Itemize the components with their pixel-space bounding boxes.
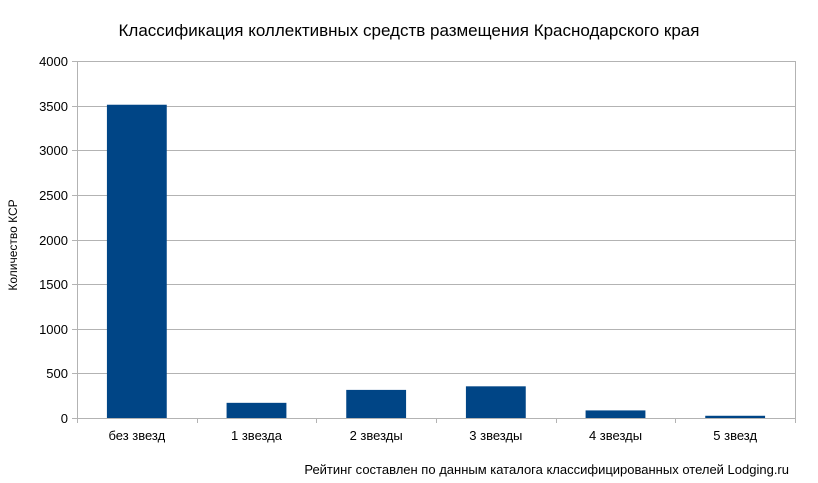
y-tick-label: 500 bbox=[46, 366, 68, 381]
chart-title: Классификация коллективных средств разме… bbox=[119, 21, 700, 40]
gridlines bbox=[77, 61, 795, 419]
axes bbox=[77, 61, 796, 419]
x-tick-label: без звезд bbox=[108, 428, 165, 443]
y-tick-label: 0 bbox=[61, 411, 68, 426]
bar bbox=[585, 410, 646, 418]
x-tick-label: 4 звезды bbox=[589, 428, 642, 443]
x-tick-label: 3 звезды bbox=[469, 428, 522, 443]
y-tick-label: 3500 bbox=[39, 99, 68, 114]
bar bbox=[346, 389, 407, 418]
y-tick-label: 4000 bbox=[39, 54, 68, 69]
bar bbox=[106, 104, 167, 418]
y-tick-label: 1500 bbox=[39, 277, 68, 292]
y-tick-label: 2000 bbox=[39, 233, 68, 248]
x-tick-label: 2 звезды bbox=[350, 428, 403, 443]
bars bbox=[106, 104, 766, 418]
y-tick-label: 3000 bbox=[39, 143, 68, 158]
bar bbox=[226, 402, 287, 418]
x-tick-label: 5 звезд bbox=[713, 428, 757, 443]
y-tick-label: 1000 bbox=[39, 322, 68, 337]
y-tick-label: 2500 bbox=[39, 188, 68, 203]
source-note: Рейтинг составлен по данным каталога кла… bbox=[304, 462, 789, 477]
bar bbox=[705, 415, 766, 418]
y-axis-label: Количество КСР bbox=[6, 199, 20, 290]
bar bbox=[465, 386, 526, 418]
x-tick-label: 1 звезда bbox=[231, 428, 283, 443]
y-axis-ticks: 0 500 1000 1500 2000 2500 3000 3500 4000 bbox=[39, 54, 77, 426]
x-axis-ticks: без звезд 1 звезда 2 звезды 3 звезды 4 звезд… bbox=[77, 418, 796, 443]
